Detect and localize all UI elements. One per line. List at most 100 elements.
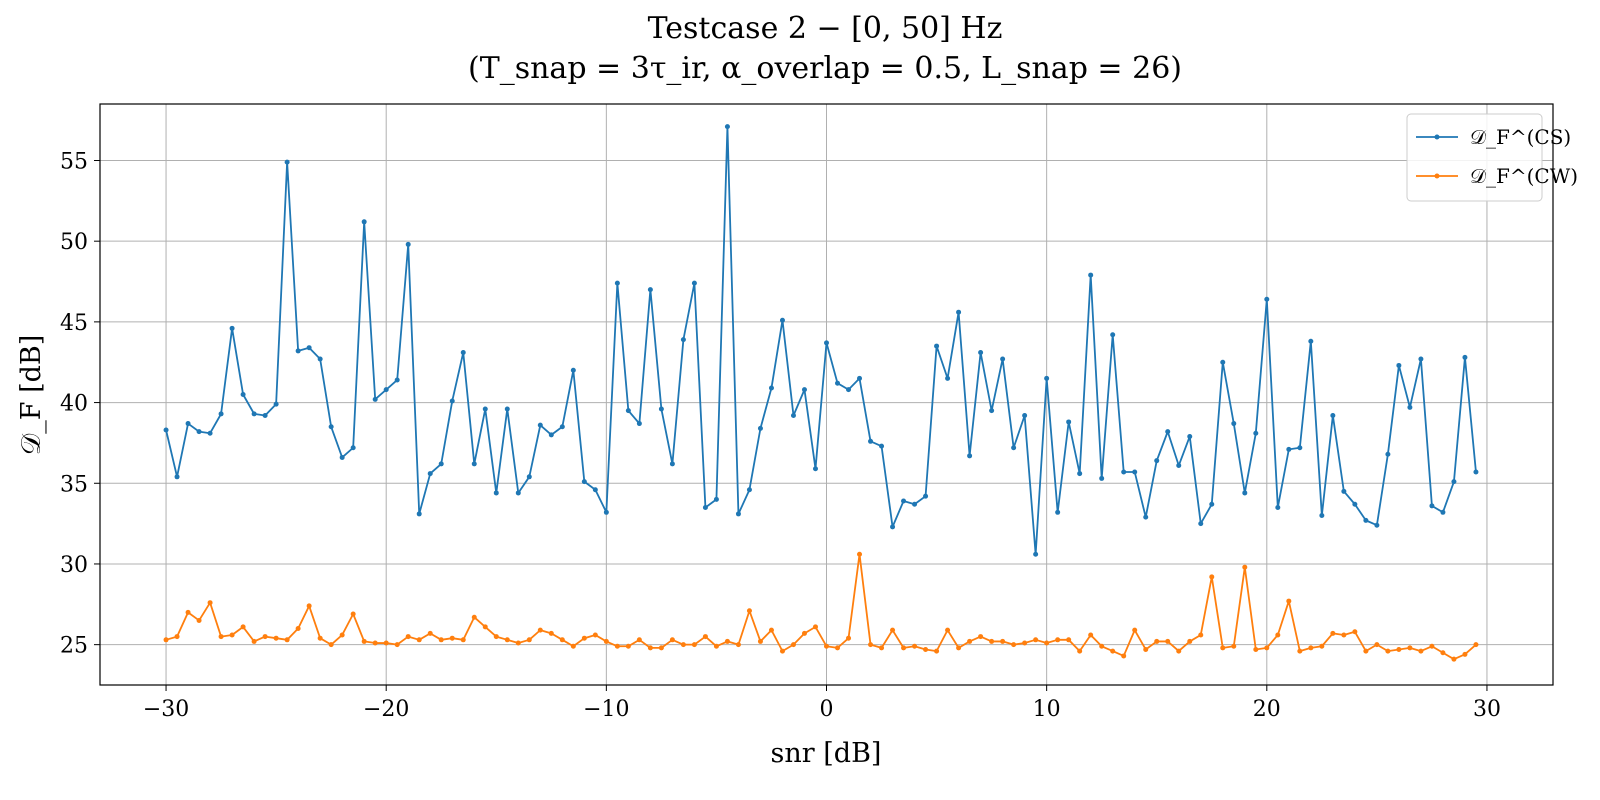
data-point [658, 645, 664, 651]
data-point [1220, 359, 1226, 365]
data-point [1088, 632, 1094, 638]
data-point [1209, 574, 1215, 580]
data-point [251, 638, 257, 644]
data-point [1077, 471, 1083, 477]
data-point [1198, 521, 1204, 527]
data-point [405, 241, 411, 247]
data-point [779, 648, 785, 654]
data-point [1231, 643, 1237, 649]
grid [100, 104, 1553, 685]
data-point [724, 124, 730, 130]
x-tick-label: 20 [1253, 697, 1281, 722]
data-point [1165, 638, 1171, 644]
x-tick-label: 10 [1033, 697, 1061, 722]
data-point [801, 630, 807, 636]
data-point [1374, 522, 1380, 528]
data-point [438, 461, 444, 467]
legend-marker [1434, 134, 1440, 140]
data-point [537, 422, 543, 428]
data-point [669, 637, 675, 643]
data-point [614, 280, 620, 286]
data-point [163, 427, 169, 433]
data-point [262, 412, 268, 418]
data-point [978, 634, 984, 640]
data-point [460, 637, 466, 643]
data-point [1451, 479, 1457, 485]
data-point [1242, 490, 1248, 496]
data-point [570, 643, 576, 649]
data-point [1077, 648, 1083, 654]
data-point [713, 496, 719, 502]
data-point [603, 509, 609, 515]
data-point [857, 375, 863, 381]
data-point [702, 634, 708, 640]
data-point [229, 325, 235, 331]
data-point [515, 490, 521, 496]
data-point [1000, 356, 1006, 362]
data-point [923, 646, 929, 652]
data-point [1088, 272, 1094, 278]
data-point [427, 471, 433, 477]
data-point [185, 421, 191, 427]
data-point [713, 643, 719, 649]
data-point [515, 640, 521, 646]
data-point [1066, 637, 1072, 643]
data-point [449, 398, 455, 404]
data-point [1231, 421, 1237, 427]
plot-series [163, 124, 1479, 662]
data-point [328, 424, 334, 430]
y-tick-label: 35 [60, 472, 88, 497]
y-tick-label: 25 [60, 634, 88, 659]
y-tick-label: 50 [60, 230, 88, 255]
data-point [1110, 648, 1116, 654]
data-point [923, 493, 929, 499]
data-point [350, 445, 356, 451]
data-point [1396, 362, 1402, 368]
data-point [890, 524, 896, 530]
data-point [548, 432, 554, 438]
legend-label: 𝒟_F^(CW) [1470, 164, 1578, 188]
data-point [812, 466, 818, 472]
data-point [1209, 501, 1215, 507]
data-point [471, 461, 477, 467]
data-point [669, 461, 675, 467]
data-point [372, 640, 378, 646]
data-point [1121, 653, 1127, 659]
data-point [1385, 648, 1391, 654]
data-point [945, 627, 951, 633]
data-point [1132, 627, 1138, 633]
data-point [1429, 643, 1435, 649]
data-point [1198, 632, 1204, 638]
data-point [1330, 630, 1336, 636]
data-point [405, 634, 411, 640]
data-point [746, 487, 752, 493]
data-point [1044, 375, 1050, 381]
data-point [879, 645, 885, 651]
data-point [548, 630, 554, 636]
series-line [165, 125, 1477, 556]
data-point [1297, 648, 1303, 654]
data-point [1374, 642, 1380, 648]
data-point [262, 634, 268, 640]
data-point [1308, 338, 1314, 344]
data-point [1143, 514, 1149, 520]
data-point [1286, 446, 1292, 452]
data-point [868, 438, 874, 444]
data-point [1407, 404, 1413, 410]
data-point [1473, 469, 1479, 475]
data-point [868, 642, 874, 648]
data-point [1176, 648, 1182, 654]
data-point [1451, 656, 1457, 662]
data-point [185, 609, 191, 615]
data-point [537, 627, 543, 633]
data-point [801, 387, 807, 393]
data-point [1341, 632, 1347, 638]
data-point [1253, 430, 1259, 436]
data-point [1319, 643, 1325, 649]
data-point [824, 643, 829, 649]
data-point [835, 645, 841, 651]
x-axis-label: snr [dB] [771, 738, 882, 769]
data-point [1418, 648, 1424, 654]
data-point [1011, 445, 1017, 451]
